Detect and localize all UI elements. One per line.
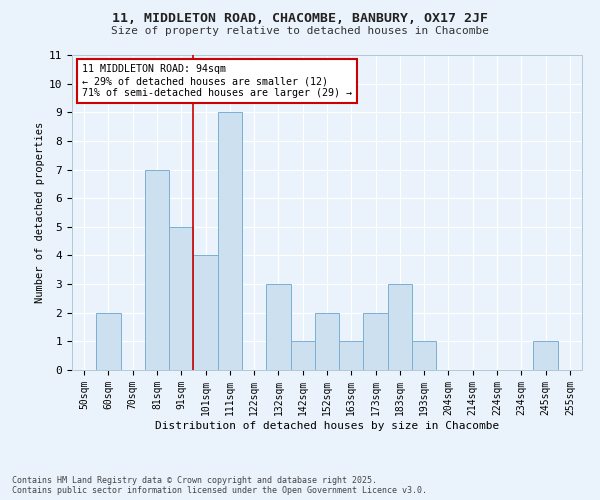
Bar bbox=[145, 170, 169, 370]
Bar bbox=[266, 284, 290, 370]
Bar bbox=[388, 284, 412, 370]
Text: Size of property relative to detached houses in Chacombe: Size of property relative to detached ho… bbox=[111, 26, 489, 36]
Bar bbox=[533, 342, 558, 370]
Bar bbox=[169, 227, 193, 370]
Bar bbox=[412, 342, 436, 370]
Y-axis label: Number of detached properties: Number of detached properties bbox=[35, 122, 44, 303]
Text: 11 MIDDLETON ROAD: 94sqm
← 29% of detached houses are smaller (12)
71% of semi-d: 11 MIDDLETON ROAD: 94sqm ← 29% of detach… bbox=[82, 64, 352, 98]
X-axis label: Distribution of detached houses by size in Chacombe: Distribution of detached houses by size … bbox=[155, 420, 499, 430]
Bar bbox=[339, 342, 364, 370]
Text: 11, MIDDLETON ROAD, CHACOMBE, BANBURY, OX17 2JF: 11, MIDDLETON ROAD, CHACOMBE, BANBURY, O… bbox=[112, 12, 488, 26]
Bar bbox=[315, 312, 339, 370]
Bar bbox=[290, 342, 315, 370]
Bar bbox=[96, 312, 121, 370]
Bar bbox=[193, 256, 218, 370]
Text: Contains HM Land Registry data © Crown copyright and database right 2025.
Contai: Contains HM Land Registry data © Crown c… bbox=[12, 476, 427, 495]
Bar bbox=[364, 312, 388, 370]
Bar bbox=[218, 112, 242, 370]
